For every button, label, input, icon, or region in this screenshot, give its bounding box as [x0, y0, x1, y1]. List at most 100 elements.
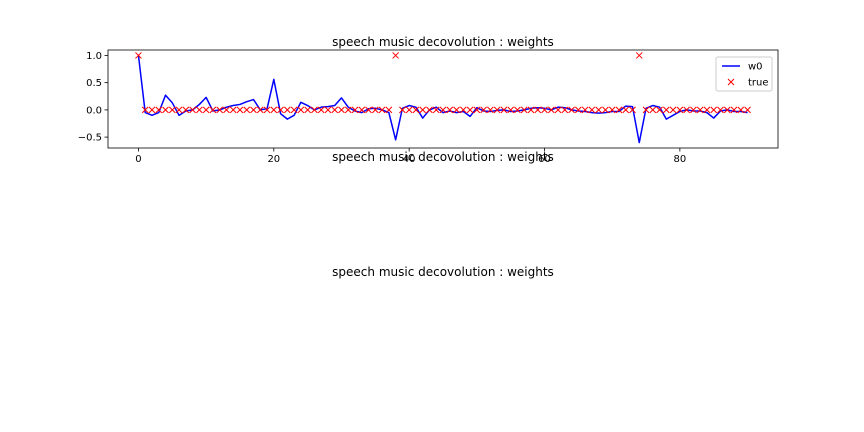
true-marker: [615, 106, 623, 114]
true-marker: [419, 106, 427, 114]
true-marker: [737, 106, 745, 114]
true-marker: [608, 106, 616, 114]
true-marker: [487, 106, 494, 114]
true-marker: [175, 106, 183, 114]
legend-label: w2: [0, 0, 15, 3]
true-marker: [270, 106, 278, 114]
true-marker: [466, 106, 474, 114]
x-tick-label: 20: [267, 154, 280, 165]
true-marker: [703, 106, 711, 114]
legend-label: true: [0, 0, 21, 3]
subplot-title: speech music decovolution : weights: [332, 35, 554, 49]
true-marker: [662, 106, 670, 114]
true-marker: [304, 106, 311, 114]
true-marker: [622, 106, 630, 114]
true-marker: [290, 106, 298, 114]
true-marker: [676, 106, 684, 114]
true-marker: [162, 106, 169, 114]
true-marker: [135, 52, 142, 59]
true-marker: [182, 106, 190, 114]
true-marker: [202, 106, 210, 114]
true-marker: [256, 106, 264, 114]
x-tick-label: 40: [403, 154, 416, 165]
true-marker: [446, 106, 454, 114]
true-marker: [155, 106, 163, 114]
true-marker: [344, 106, 352, 114]
true-marker: [148, 106, 156, 114]
true-marker: [141, 106, 149, 114]
true-marker: [351, 106, 359, 114]
true-marker: [283, 106, 291, 114]
x-tick-label: 60: [538, 154, 551, 165]
true-marker: [493, 106, 501, 114]
true-marker: [358, 106, 366, 114]
true-marker: [744, 106, 751, 114]
axes-frame: [107, 49, 779, 149]
true-marker: [365, 106, 372, 114]
legend-label: true: [0, 0, 21, 3]
true-marker: [595, 106, 603, 114]
true-marker: [189, 106, 196, 114]
true-marker: [710, 106, 718, 114]
legend-label: w0: [748, 62, 763, 73]
true-marker: [432, 106, 440, 114]
true-marker: [480, 106, 487, 114]
true-marker: [696, 106, 704, 114]
true-marker: [168, 106, 176, 114]
y-tick-label: −0.5: [78, 133, 102, 144]
true-marker: [520, 106, 528, 114]
true-marker: [568, 106, 575, 114]
true-marker: [473, 106, 481, 114]
true-marker: [439, 106, 447, 114]
true-marker: [338, 106, 345, 114]
true-marker: [581, 106, 589, 114]
true-marker: [236, 106, 244, 114]
true-marker: [317, 106, 325, 114]
true-marker: [371, 106, 379, 114]
subplot-2: speech music decovolution : weights w1 t…: [0, 0, 554, 164]
true-marker: [723, 106, 731, 114]
true-marker: [399, 106, 406, 114]
true-marker: [629, 106, 636, 114]
legend: w2 true: [0, 0, 21, 3]
true-marker: [507, 106, 515, 114]
true-marker: [277, 106, 284, 114]
y-tick-label: 1.0: [86, 51, 102, 62]
true-marker: [216, 106, 224, 114]
true-marker: [727, 78, 735, 86]
true-marker: [426, 106, 433, 114]
y-tick-label: 0.0: [86, 105, 102, 116]
true-marker: [588, 106, 596, 114]
legend-label: true: [748, 78, 769, 89]
true-marker: [690, 106, 697, 114]
true-marker: [263, 106, 271, 114]
true-marker: [196, 106, 203, 114]
true-marker: [250, 106, 257, 114]
true-marker: [541, 106, 548, 114]
true-marker: [717, 106, 724, 114]
true-marker: [561, 106, 569, 114]
subplot-3: speech music decovolution : weights w2 t…: [0, 0, 554, 279]
true-marker: [683, 106, 690, 114]
true-marker: [378, 106, 386, 114]
true-marker: [669, 106, 677, 114]
true-markers: [135, 52, 751, 114]
true-marker: [500, 106, 508, 114]
true-marker: [297, 106, 305, 114]
true-marker: [229, 106, 237, 114]
true-marker: [223, 106, 230, 114]
true-marker: [514, 106, 521, 114]
true-marker: [453, 106, 460, 114]
true-marker: [405, 106, 413, 114]
true-marker: [730, 106, 738, 114]
legend-label: w1: [0, 0, 15, 3]
plot-area: 0 20 40 60 80 1.0 0.5 0.0 −0.5: [78, 49, 779, 165]
true-marker: [331, 106, 339, 114]
true-marker: [412, 106, 420, 114]
true-marker: [554, 106, 562, 114]
true-marker: [649, 106, 657, 114]
true-marker: [602, 106, 609, 114]
y-tick-label: 0.5: [86, 78, 102, 89]
true-marker: [459, 106, 467, 114]
